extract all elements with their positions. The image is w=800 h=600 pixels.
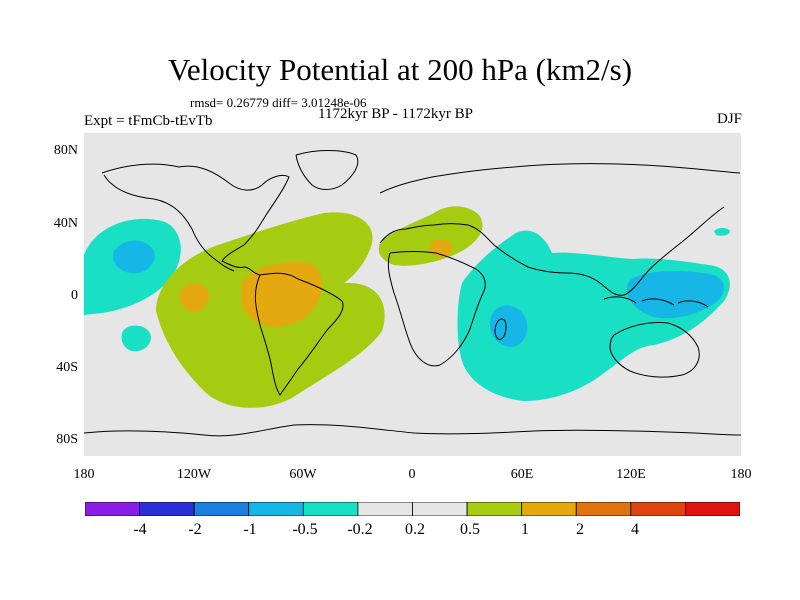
colorbar-label: 0.5 xyxy=(460,521,480,538)
region-mediterranean-negative xyxy=(378,206,483,266)
x-tick-label: 0 xyxy=(408,467,416,482)
y-tick-label: 40S xyxy=(56,360,78,375)
colorbar-swatch xyxy=(685,502,740,516)
africa-coast xyxy=(387,251,486,367)
colorbar-label: 2 xyxy=(576,521,584,538)
colorbar-label: 1 xyxy=(521,521,529,538)
colorbar-swatch xyxy=(85,502,140,516)
map-panel xyxy=(84,133,741,456)
colorbar-label: -0.2 xyxy=(347,521,373,538)
stats-line: rmsd= 0.26779 diff= 3.01248e-06 xyxy=(190,95,367,110)
north-america-coast xyxy=(101,163,290,276)
colorbar-label: -1 xyxy=(243,521,257,538)
australia-coast xyxy=(609,322,700,378)
season-label: DJF xyxy=(716,111,742,127)
x-tick-label: 60E xyxy=(510,467,534,482)
colorbar-swatch xyxy=(248,502,304,516)
colorbar-swatch xyxy=(193,502,250,516)
period-label: 1172kyr BP - 1172kyr BP xyxy=(318,106,474,122)
south-america-coast xyxy=(254,272,344,396)
madagascar-coast xyxy=(494,318,507,340)
plot-title: Velocity Potential at 200 hPa (km2/s) xyxy=(167,52,633,87)
colorbar-swatch xyxy=(302,502,359,516)
region-amazon-core xyxy=(242,261,323,327)
y-tick-label: 40N xyxy=(53,216,78,231)
region-small-south-pacific-blob xyxy=(121,325,151,352)
colorbar-label: 0.2 xyxy=(405,521,425,538)
y-tick-label: 0 xyxy=(71,288,78,303)
y-tick-label: 80N xyxy=(53,143,78,158)
colorbar-boxes xyxy=(85,502,740,516)
colorbar-label: -2 xyxy=(188,521,202,538)
eurasia-coast xyxy=(379,163,741,296)
colorbar-label: -0.5 xyxy=(292,521,318,538)
coastlines xyxy=(84,150,741,437)
x-tick-label: 180 xyxy=(730,467,752,482)
region-maritime-continent-core xyxy=(626,271,724,319)
colorbar-swatch xyxy=(466,502,523,516)
colorbar xyxy=(85,502,740,516)
contour-fills xyxy=(84,206,730,408)
colorbar-swatch xyxy=(357,502,413,516)
region-small-east-blob xyxy=(714,228,730,236)
region-north-pacific-core xyxy=(112,240,155,274)
colorbar-label: 4 xyxy=(631,521,639,538)
colorbar-swatch xyxy=(630,502,686,516)
colorbar-swatch xyxy=(521,502,577,516)
x-tick-label: 60W xyxy=(289,467,317,482)
antarctica-coast xyxy=(84,424,741,437)
x-tick-label: 180 xyxy=(73,467,95,482)
y-tick-label: 80S xyxy=(56,432,78,447)
colorbar-swatch xyxy=(412,502,468,516)
greenland-coast xyxy=(295,150,359,190)
colorbar-swatch xyxy=(575,502,632,516)
region-pacific-orange-patch xyxy=(179,282,209,312)
indonesia-coast xyxy=(603,296,709,308)
experiment-label: Expt = tFmCb-tEvTb xyxy=(84,113,213,129)
colorbar-swatch xyxy=(139,502,195,516)
x-tick-label: 120E xyxy=(616,467,646,482)
colorbar-label: -4 xyxy=(133,521,147,538)
region-madagascar-core xyxy=(490,305,528,347)
x-tick-label: 120W xyxy=(176,467,212,482)
